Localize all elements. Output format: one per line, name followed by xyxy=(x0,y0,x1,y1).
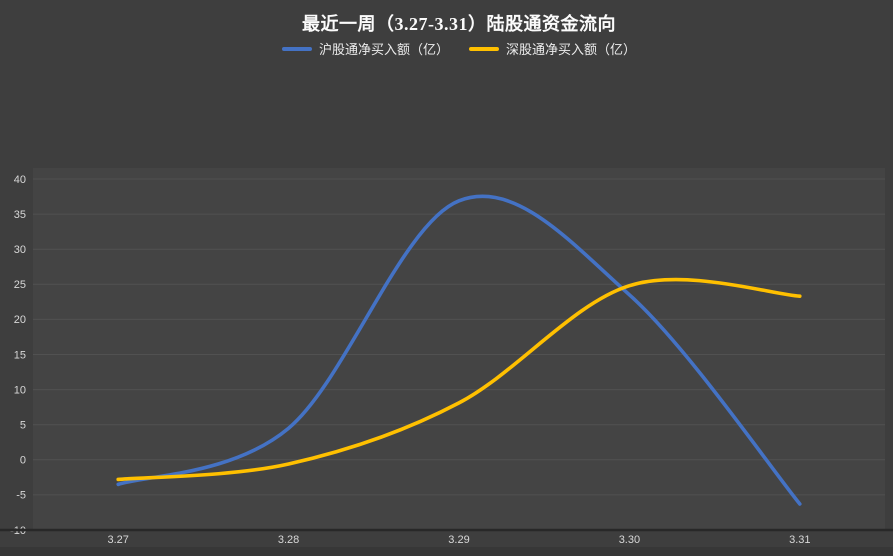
x-axis-label: 3.29 xyxy=(448,534,469,546)
legend-item-hugutong: 沪股通净买入额（亿） xyxy=(281,41,449,57)
y-axis-tick-label: 10 xyxy=(14,384,26,396)
legend-line-swatch-blue xyxy=(281,47,312,51)
x-axis-label: 3.30 xyxy=(619,534,640,546)
series-line-1 xyxy=(116,277,802,482)
legend-item-shengutong: 深股通净买入额（亿） xyxy=(469,43,636,56)
x-axis-label: 3.31 xyxy=(789,534,810,546)
y-axis-tick-label: -5 xyxy=(16,490,26,502)
legend-line-swatch-yellow xyxy=(469,47,499,51)
x-axis-label: 3.27 xyxy=(107,534,128,546)
y-axis-tick-label: 20 xyxy=(14,314,26,326)
chart-title: 最近一周（3.27-3.31）陆股通资金流向 xyxy=(302,14,616,34)
chart-legend: 沪股通净买入额（亿） 深股通净买入额（亿） xyxy=(33,40,885,58)
y-axis-tick-label: 40 xyxy=(14,174,26,186)
y-axis-tick-label: 0 xyxy=(20,455,26,467)
legend-label-shengutong: 深股通净买入额（亿） xyxy=(506,41,637,57)
y-axis-tick-label: 30 xyxy=(14,244,26,256)
footer-strip xyxy=(0,547,893,556)
y-axis-tick-label: 35 xyxy=(14,209,26,221)
legend-label-hugutong: 沪股通净买入额（亿） xyxy=(318,41,449,57)
plot-area-fill xyxy=(33,168,885,530)
x-axis-label: 3.28 xyxy=(278,534,299,546)
y-axis-tick-label: 15 xyxy=(14,349,26,361)
y-axis-tick-label: 25 xyxy=(14,279,26,291)
y-axis-tick-label: 5 xyxy=(20,420,26,432)
series-line-0 xyxy=(116,194,802,506)
